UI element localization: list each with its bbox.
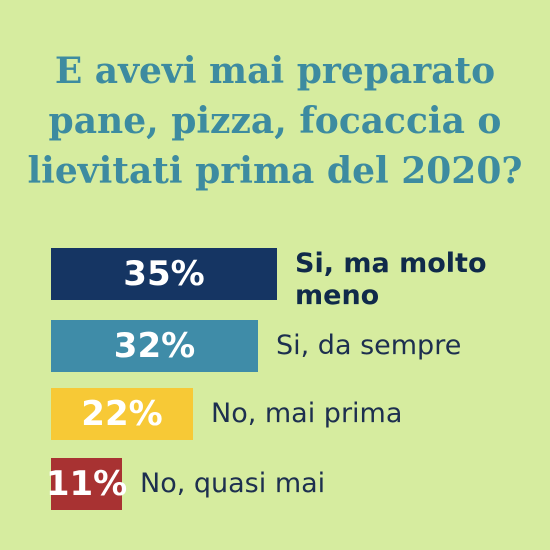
bar-2: 32% (51, 320, 258, 372)
bar-value-label: 11% (45, 464, 128, 504)
bar-category-label-line: No, mai prima (211, 398, 403, 429)
bar-category-label: Si, da sempre (276, 330, 461, 362)
title-line-1: E avevi mai preparato (54, 50, 496, 92)
bar-1: 35% (51, 248, 277, 300)
bar-category-label-line: No, quasi mai (140, 468, 326, 499)
title-line-2: pane, pizza, focaccia o (48, 100, 502, 142)
bar-category-label-line: Si, ma molto (295, 248, 487, 279)
bar-value-label: 32% (113, 326, 196, 366)
bar-category-label: No, quasi mai (140, 468, 325, 500)
bar-category-label: No, mai prima (211, 398, 402, 430)
bar-category-label: Si, ma molto meno (295, 248, 487, 312)
bar-category-label-line: Si, da sempre (276, 330, 462, 361)
title-line-3: lievitati prima del 2020? (27, 150, 523, 192)
bar-category-label-line: meno (295, 280, 380, 311)
bar-3: 22% (51, 388, 193, 440)
chart-title: E avevi mai preparato pane, pizza, focac… (0, 46, 550, 196)
bar-value-label: 35% (123, 254, 205, 294)
bar-4: 11% (46, 458, 127, 510)
bar-value-label: 22% (81, 394, 163, 434)
